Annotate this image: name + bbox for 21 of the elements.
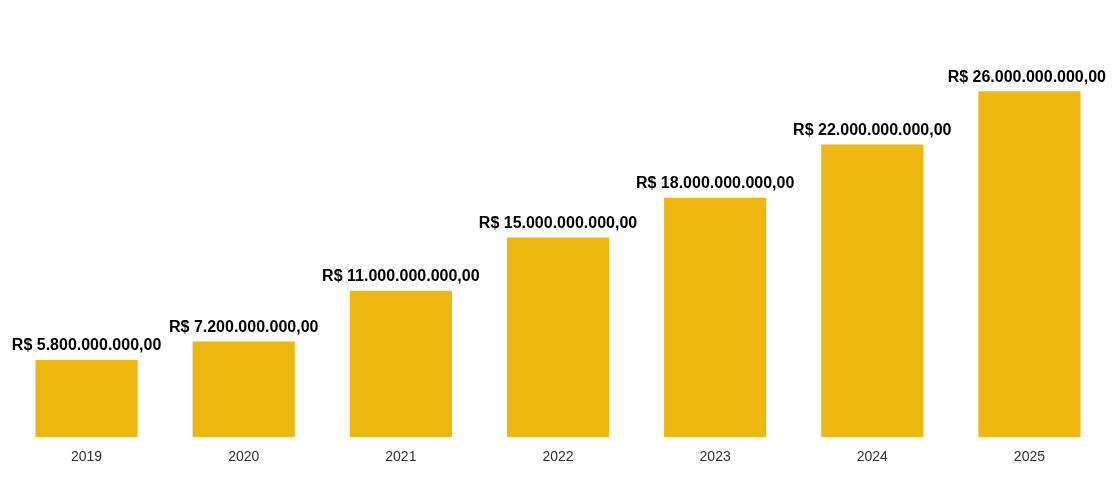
bar	[349, 290, 452, 438]
x-tick-label: 2020	[228, 448, 260, 465]
x-tick-label: 2022	[542, 448, 574, 465]
data-label: R$ 7.200.000.000,00	[168, 317, 319, 335]
bar	[978, 91, 1081, 438]
data-label: R$ 5.800.000.000,00	[11, 336, 162, 354]
bar	[821, 144, 924, 438]
x-tick-label: 2024	[856, 448, 889, 465]
x-tick-label: 2019	[70, 448, 103, 465]
data-label: R$ 11.000.000.000,00	[322, 267, 480, 285]
bar	[35, 360, 138, 438]
x-tick-label: 2021	[385, 448, 417, 465]
bar	[664, 197, 767, 438]
data-label: R$ 18.000.000.000,00	[635, 174, 795, 192]
bar	[506, 237, 610, 438]
data-label: R$ 26.000.000.000,00	[947, 67, 1107, 85]
x-tick-label: 2025	[1013, 448, 1046, 465]
bar	[192, 341, 295, 438]
data-label: R$ 15.000.000.000,00	[478, 214, 638, 232]
x-tick-label: 2023	[699, 448, 731, 465]
data-label: R$ 22.000.000.000,00	[793, 120, 952, 138]
